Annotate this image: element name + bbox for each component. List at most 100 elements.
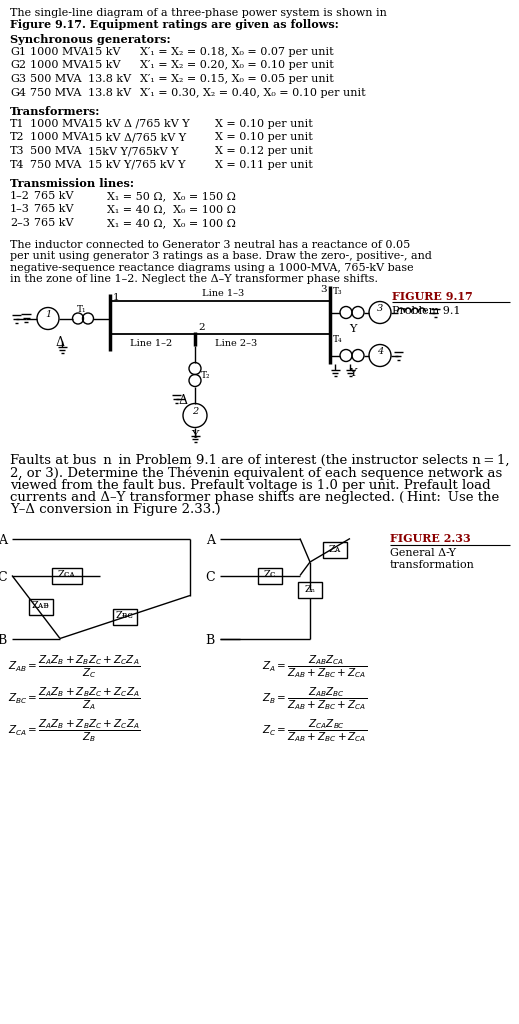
Text: $Z_B = \dfrac{Z_{AB} Z_{BC}}{Z_{AB} + Z_{BC} + Z_{CA}}$: $Z_B = \dfrac{Z_{AB} Z_{BC}}{Z_{AB} + Z_… <box>262 685 367 713</box>
Text: Zᴀ: Zᴀ <box>329 545 341 554</box>
Text: Line 1–3: Line 1–3 <box>202 290 244 299</box>
Text: Line 1–2: Line 1–2 <box>130 339 172 347</box>
FancyBboxPatch shape <box>113 609 137 625</box>
Text: 3: 3 <box>377 304 383 313</box>
Text: Problem 9.1: Problem 9.1 <box>392 306 460 316</box>
Text: Faults at bus  n  in Problem 9.1 are of interest (the instructor selects n = 1,: Faults at bus n in Problem 9.1 are of in… <box>10 454 510 467</box>
Text: 15 kV Δ /765 kV Y: 15 kV Δ /765 kV Y <box>88 119 189 129</box>
Text: 15kV Y/765kV Y: 15kV Y/765kV Y <box>88 146 179 156</box>
Text: General Δ-Y: General Δ-Y <box>390 549 456 558</box>
Text: 1000 MVA: 1000 MVA <box>30 60 89 71</box>
Text: 3: 3 <box>320 285 326 294</box>
Text: 765 kV: 765 kV <box>34 191 74 201</box>
Text: Y: Y <box>349 325 357 335</box>
Text: 15 kV Y/765 kV Y: 15 kV Y/765 kV Y <box>88 160 185 170</box>
Text: B: B <box>206 634 215 647</box>
Text: X = 0.11 per unit: X = 0.11 per unit <box>215 160 313 170</box>
Text: 1–3: 1–3 <box>10 205 30 214</box>
Text: 15 kV: 15 kV <box>88 60 120 71</box>
Text: G3: G3 <box>10 74 26 84</box>
Text: T4: T4 <box>10 160 24 170</box>
Text: Δ: Δ <box>56 336 65 348</box>
Text: T₄: T₄ <box>333 336 343 344</box>
Text: 765 kV: 765 kV <box>34 205 74 214</box>
FancyBboxPatch shape <box>52 567 82 584</box>
Text: 1: 1 <box>113 293 119 301</box>
Text: 15 kV: 15 kV <box>88 47 120 57</box>
Text: 500 MVA: 500 MVA <box>30 146 81 156</box>
Text: 13.8 kV: 13.8 kV <box>88 87 131 97</box>
Text: Line 2–3: Line 2–3 <box>215 339 257 347</box>
Text: 750 MVA: 750 MVA <box>30 160 81 170</box>
Text: X′₁ = 0.30, X₂ = 0.40, X₀ = 0.10 per unit: X′₁ = 0.30, X₂ = 0.40, X₀ = 0.10 per uni… <box>140 87 365 97</box>
Text: Y: Y <box>349 368 357 378</box>
Text: viewed from the fault bus. Prefault voltage is 1.0 per unit. Prefault load: viewed from the fault bus. Prefault volt… <box>10 478 490 492</box>
Text: X = 0.12 per unit: X = 0.12 per unit <box>215 146 313 156</box>
Text: 13.8 kV: 13.8 kV <box>88 74 131 84</box>
Text: 765 kV: 765 kV <box>34 218 74 228</box>
Text: FIGURE 9.17: FIGURE 9.17 <box>392 291 473 301</box>
Text: A: A <box>0 534 7 547</box>
Text: $Z_A = \dfrac{Z_{AB} Z_{CA}}{Z_{AB} + Z_{BC} + Z_{CA}}$: $Z_A = \dfrac{Z_{AB} Z_{CA}}{Z_{AB} + Z_… <box>262 653 367 680</box>
Text: The inductor connected to Generator 3 neutral has a reactance of 0.05
per unit u: The inductor connected to Generator 3 ne… <box>10 240 432 285</box>
Text: FIGURE 2.33: FIGURE 2.33 <box>390 534 471 545</box>
Text: T2: T2 <box>10 132 24 142</box>
Text: X₁ = 40 Ω,  X₀ = 100 Ω: X₁ = 40 Ω, X₀ = 100 Ω <box>107 218 236 228</box>
Text: 1000 MVA: 1000 MVA <box>30 119 89 129</box>
Text: 2: 2 <box>198 323 204 332</box>
Text: C: C <box>0 571 7 584</box>
FancyBboxPatch shape <box>323 542 347 558</box>
Text: A: A <box>206 534 215 547</box>
Text: T₁: T₁ <box>77 304 87 313</box>
Text: 2, or 3). Determine the Thévenin equivalent of each sequence network as: 2, or 3). Determine the Thévenin equival… <box>10 466 502 479</box>
Text: T3: T3 <box>10 146 24 156</box>
Text: Figure 9.17. Equipment ratings are given as follows:: Figure 9.17. Equipment ratings are given… <box>10 19 339 30</box>
Text: X = 0.10 per unit: X = 0.10 per unit <box>215 132 313 142</box>
Text: X′₁ = X₂ = 0.18, X₀ = 0.07 per unit: X′₁ = X₂ = 0.18, X₀ = 0.07 per unit <box>140 47 334 57</box>
Text: G1: G1 <box>10 47 26 57</box>
Text: Transformers:: Transformers: <box>10 106 100 117</box>
Text: transformation: transformation <box>390 560 475 570</box>
Text: $Z_{CA} = \dfrac{Z_A Z_B + Z_B Z_C + Z_C Z_A}{Z_B}$: $Z_{CA} = \dfrac{Z_A Z_B + Z_B Z_C + Z_C… <box>8 718 140 744</box>
Text: X′₁ = X₂ = 0.20, X₀ = 0.10 per unit: X′₁ = X₂ = 0.20, X₀ = 0.10 per unit <box>140 60 334 71</box>
Text: T₃: T₃ <box>333 288 343 297</box>
FancyBboxPatch shape <box>298 582 322 598</box>
Text: Y: Y <box>191 429 198 439</box>
Text: G2: G2 <box>10 60 26 71</box>
Text: 15 kV Δ/765 kV Y: 15 kV Δ/765 kV Y <box>88 132 186 142</box>
Text: T1: T1 <box>10 119 24 129</box>
Text: Zᴃᴄ: Zᴃᴄ <box>116 611 134 621</box>
Text: 1–2: 1–2 <box>10 191 30 201</box>
Text: Zₙ: Zₙ <box>305 585 316 594</box>
Text: Zᴄᴀ: Zᴄᴀ <box>58 570 76 579</box>
Text: G4: G4 <box>10 87 26 97</box>
Text: X₁ = 40 Ω,  X₀ = 100 Ω: X₁ = 40 Ω, X₀ = 100 Ω <box>107 205 236 214</box>
FancyBboxPatch shape <box>29 599 53 615</box>
Text: B: B <box>0 634 7 647</box>
Text: Δ: Δ <box>179 394 188 408</box>
Text: Synchronous generators:: Synchronous generators: <box>10 34 171 45</box>
Text: 1000 MVA: 1000 MVA <box>30 47 89 57</box>
Text: currents and Δ–Y transformer phase shifts are neglected. ( Hint:  Use the: currents and Δ–Y transformer phase shift… <box>10 490 499 504</box>
FancyBboxPatch shape <box>258 567 282 584</box>
Text: 1000 MVA: 1000 MVA <box>30 132 89 142</box>
Text: 4: 4 <box>377 347 383 356</box>
Text: $Z_{AB} = \dfrac{Z_A Z_B + Z_B Z_C + Z_C Z_A}{Z_C}$: $Z_{AB} = \dfrac{Z_A Z_B + Z_B Z_C + Z_C… <box>8 653 140 680</box>
Text: X₁ = 50 Ω,  X₀ = 150 Ω: X₁ = 50 Ω, X₀ = 150 Ω <box>107 191 236 201</box>
Text: T₂: T₂ <box>201 371 211 380</box>
Text: The single-line diagram of a three-phase power system is shown in: The single-line diagram of a three-phase… <box>10 8 387 18</box>
Text: 1: 1 <box>45 310 51 319</box>
Text: X′₁ = X₂ = 0.15, X₀ = 0.05 per unit: X′₁ = X₂ = 0.15, X₀ = 0.05 per unit <box>140 74 334 84</box>
Text: $Z_C = \dfrac{Z_{CA} Z_{BC}}{Z_{AB} + Z_{BC} + Z_{CA}}$: $Z_C = \dfrac{Z_{CA} Z_{BC}}{Z_{AB} + Z_… <box>262 718 367 744</box>
Text: Y–Δ conversion in Figure 2.33.): Y–Δ conversion in Figure 2.33.) <box>10 504 221 516</box>
Text: Zᴀᴃ: Zᴀᴃ <box>32 601 50 610</box>
Text: 2: 2 <box>192 407 198 416</box>
Text: Transmission lines:: Transmission lines: <box>10 178 134 189</box>
Text: Zᴄ: Zᴄ <box>264 570 276 579</box>
Text: 500 MVA: 500 MVA <box>30 74 81 84</box>
Text: X = 0.10 per unit: X = 0.10 per unit <box>215 119 313 129</box>
Text: 750 MVA: 750 MVA <box>30 87 81 97</box>
Text: C: C <box>206 571 215 584</box>
Text: $Z_{BC} = \dfrac{Z_A Z_B + Z_B Z_C + Z_C Z_A}{Z_A}$: $Z_{BC} = \dfrac{Z_A Z_B + Z_B Z_C + Z_C… <box>8 685 141 713</box>
Text: 2–3: 2–3 <box>10 218 30 228</box>
